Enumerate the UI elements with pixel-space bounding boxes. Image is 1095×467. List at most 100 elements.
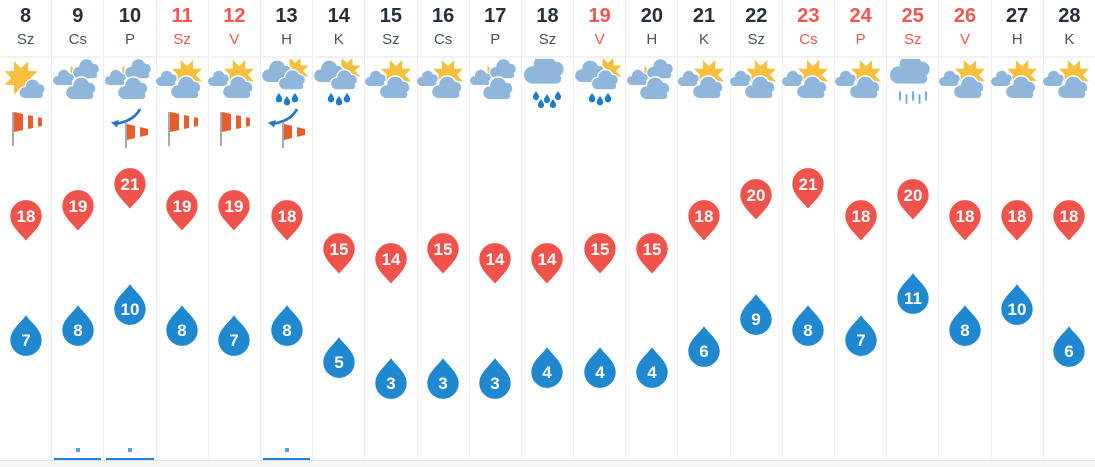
date-number: 12 xyxy=(223,5,246,27)
weather-icon-partly-cloudy xyxy=(834,59,887,109)
day-column-25[interactable]: 25 Sz 20 11 xyxy=(886,0,938,467)
day-column-16[interactable]: 16 Cs 15 3 xyxy=(416,0,469,467)
date-number: 28 xyxy=(1058,5,1081,27)
date-number: 15 xyxy=(379,5,403,27)
date-number: 19 xyxy=(588,5,611,27)
low-temp-marker: 6 xyxy=(686,324,723,368)
day-column-10[interactable]: 10 P 21 10 xyxy=(103,0,155,467)
high-temp-marker: 15 xyxy=(633,232,670,275)
low-temp-drop-shape: 8 xyxy=(270,305,303,346)
weather-icon-partly-cloudy xyxy=(208,59,260,109)
svg-text:18: 18 xyxy=(16,207,35,226)
precip-dot xyxy=(75,448,80,452)
bottom-divider xyxy=(0,460,1095,461)
date-header: 14 K xyxy=(313,0,364,50)
low-temp-drop-shape: 3 xyxy=(375,358,407,399)
date-header: 27 H xyxy=(992,0,1043,50)
svg-text:21: 21 xyxy=(799,175,818,194)
day-column-19[interactable]: 19 V 15 4 xyxy=(573,0,625,467)
day-column-26[interactable]: 26 V 18 8 xyxy=(938,0,990,467)
day-column-15[interactable]: 15 Sz 14 3 xyxy=(364,0,416,467)
low-temp-marker: 8 xyxy=(790,303,827,347)
weather-icon-partly-cloudy xyxy=(782,59,834,109)
day-column-18[interactable]: 18 Sz 14 4 xyxy=(520,0,573,467)
weather-icon-sun-two-clouds xyxy=(469,59,521,109)
svg-text:10: 10 xyxy=(1008,300,1027,319)
date-header: 11 Sz xyxy=(157,0,208,50)
precip-underline xyxy=(106,458,154,461)
day-column-23[interactable]: 23 Cs 21 8 xyxy=(781,0,834,467)
date-header: 23 Cs xyxy=(783,0,834,50)
low-temp-marker: 7 xyxy=(842,313,879,357)
low-temp-marker: 9 xyxy=(738,292,775,336)
high-temp-marker: 14 xyxy=(372,242,409,285)
day-abbrev: P xyxy=(490,31,501,48)
high-temp-pin-shape: 18 xyxy=(688,200,720,241)
day-abbrev: Sz xyxy=(747,31,765,48)
svg-text:8: 8 xyxy=(177,321,186,340)
high-temp-pin-shape: 15 xyxy=(583,233,616,274)
day-column-12[interactable]: 12 V 19 7 xyxy=(207,0,260,467)
day-column-11[interactable]: 11 Sz 19 8 xyxy=(155,0,208,467)
date-number: 9 xyxy=(72,5,84,27)
high-temp-pin-shape: 18 xyxy=(949,200,981,241)
svg-text:15: 15 xyxy=(642,240,661,259)
date-header: 9 Cs xyxy=(52,0,103,50)
low-temp-drop-shape: 4 xyxy=(636,347,668,388)
high-temp-marker: 19 xyxy=(59,189,96,232)
low-temp-marker: 7 xyxy=(7,313,44,357)
date-header: 17 P xyxy=(470,0,521,50)
day-column-28[interactable]: 28 K 18 6 xyxy=(1042,0,1095,467)
low-temp-drop-shape: 7 xyxy=(218,315,251,356)
svg-text:10: 10 xyxy=(121,300,140,319)
day-column-22[interactable]: 22 Sz 20 9 xyxy=(729,0,782,467)
day-abbrev: V xyxy=(229,31,240,48)
high-temp-marker: 18 xyxy=(946,199,983,242)
svg-text:8: 8 xyxy=(73,321,82,340)
day-column-24[interactable]: 24 P 18 7 xyxy=(834,0,886,467)
day-column-9[interactable]: 9 Cs 19 8 xyxy=(51,0,103,467)
weather-icon-partly-cloudy xyxy=(730,59,782,109)
weather-icon-sun-small-cloud xyxy=(0,59,52,109)
high-temp-marker: 14 xyxy=(477,242,514,285)
day-abbrev: Sz xyxy=(16,31,35,48)
day-column-21[interactable]: 21 K 18 6 xyxy=(677,0,729,467)
date-header: 19 V xyxy=(574,0,625,50)
weather-icon-sun-two-clouds xyxy=(104,59,156,109)
day-abbrev: K xyxy=(699,31,710,48)
svg-text:8: 8 xyxy=(960,321,969,340)
svg-text:9: 9 xyxy=(751,310,760,329)
day-abbrev: V xyxy=(594,31,605,48)
svg-text:8: 8 xyxy=(282,321,291,340)
day-column-27[interactable]: 27 H 18 10 xyxy=(990,0,1043,467)
svg-text:19: 19 xyxy=(68,197,87,216)
date-header: 13 H xyxy=(261,0,312,50)
day-column-13[interactable]: 13 H 18 8 xyxy=(259,0,312,467)
svg-text:6: 6 xyxy=(699,342,708,361)
high-temp-marker: 15 xyxy=(320,232,357,275)
low-temp-drop-shape: 4 xyxy=(583,347,616,388)
svg-text:14: 14 xyxy=(381,250,400,269)
svg-text:18: 18 xyxy=(277,207,296,226)
day-column-17[interactable]: 17 P 14 3 xyxy=(468,0,521,467)
svg-text:8: 8 xyxy=(804,321,813,340)
date-header: 24 P xyxy=(835,0,886,50)
date-number: 17 xyxy=(484,5,507,27)
day-column-8[interactable]: 8 Sz 18 7 xyxy=(0,0,51,467)
svg-text:5: 5 xyxy=(334,353,343,372)
low-temp-drop-shape: 9 xyxy=(740,294,772,335)
low-temp-drop-shape: 8 xyxy=(62,305,94,346)
precip-dot xyxy=(284,448,289,452)
date-header: 20 H xyxy=(626,0,677,50)
high-temp-pin-shape: 18 xyxy=(1053,200,1086,241)
low-temp-drop-shape: 8 xyxy=(949,305,981,346)
date-header: 22 Sz xyxy=(731,0,782,50)
high-temp-pin-shape: 18 xyxy=(844,200,877,241)
day-column-20[interactable]: 20 H 15 4 xyxy=(625,0,677,467)
day-abbrev: Cs xyxy=(68,31,87,48)
high-temp-marker: 18 xyxy=(1051,199,1088,242)
svg-text:18: 18 xyxy=(956,207,975,226)
day-column-14[interactable]: 14 K 15 5 xyxy=(312,0,364,467)
svg-text:19: 19 xyxy=(225,197,244,216)
weather-icon-partly-cloudy xyxy=(678,59,730,109)
